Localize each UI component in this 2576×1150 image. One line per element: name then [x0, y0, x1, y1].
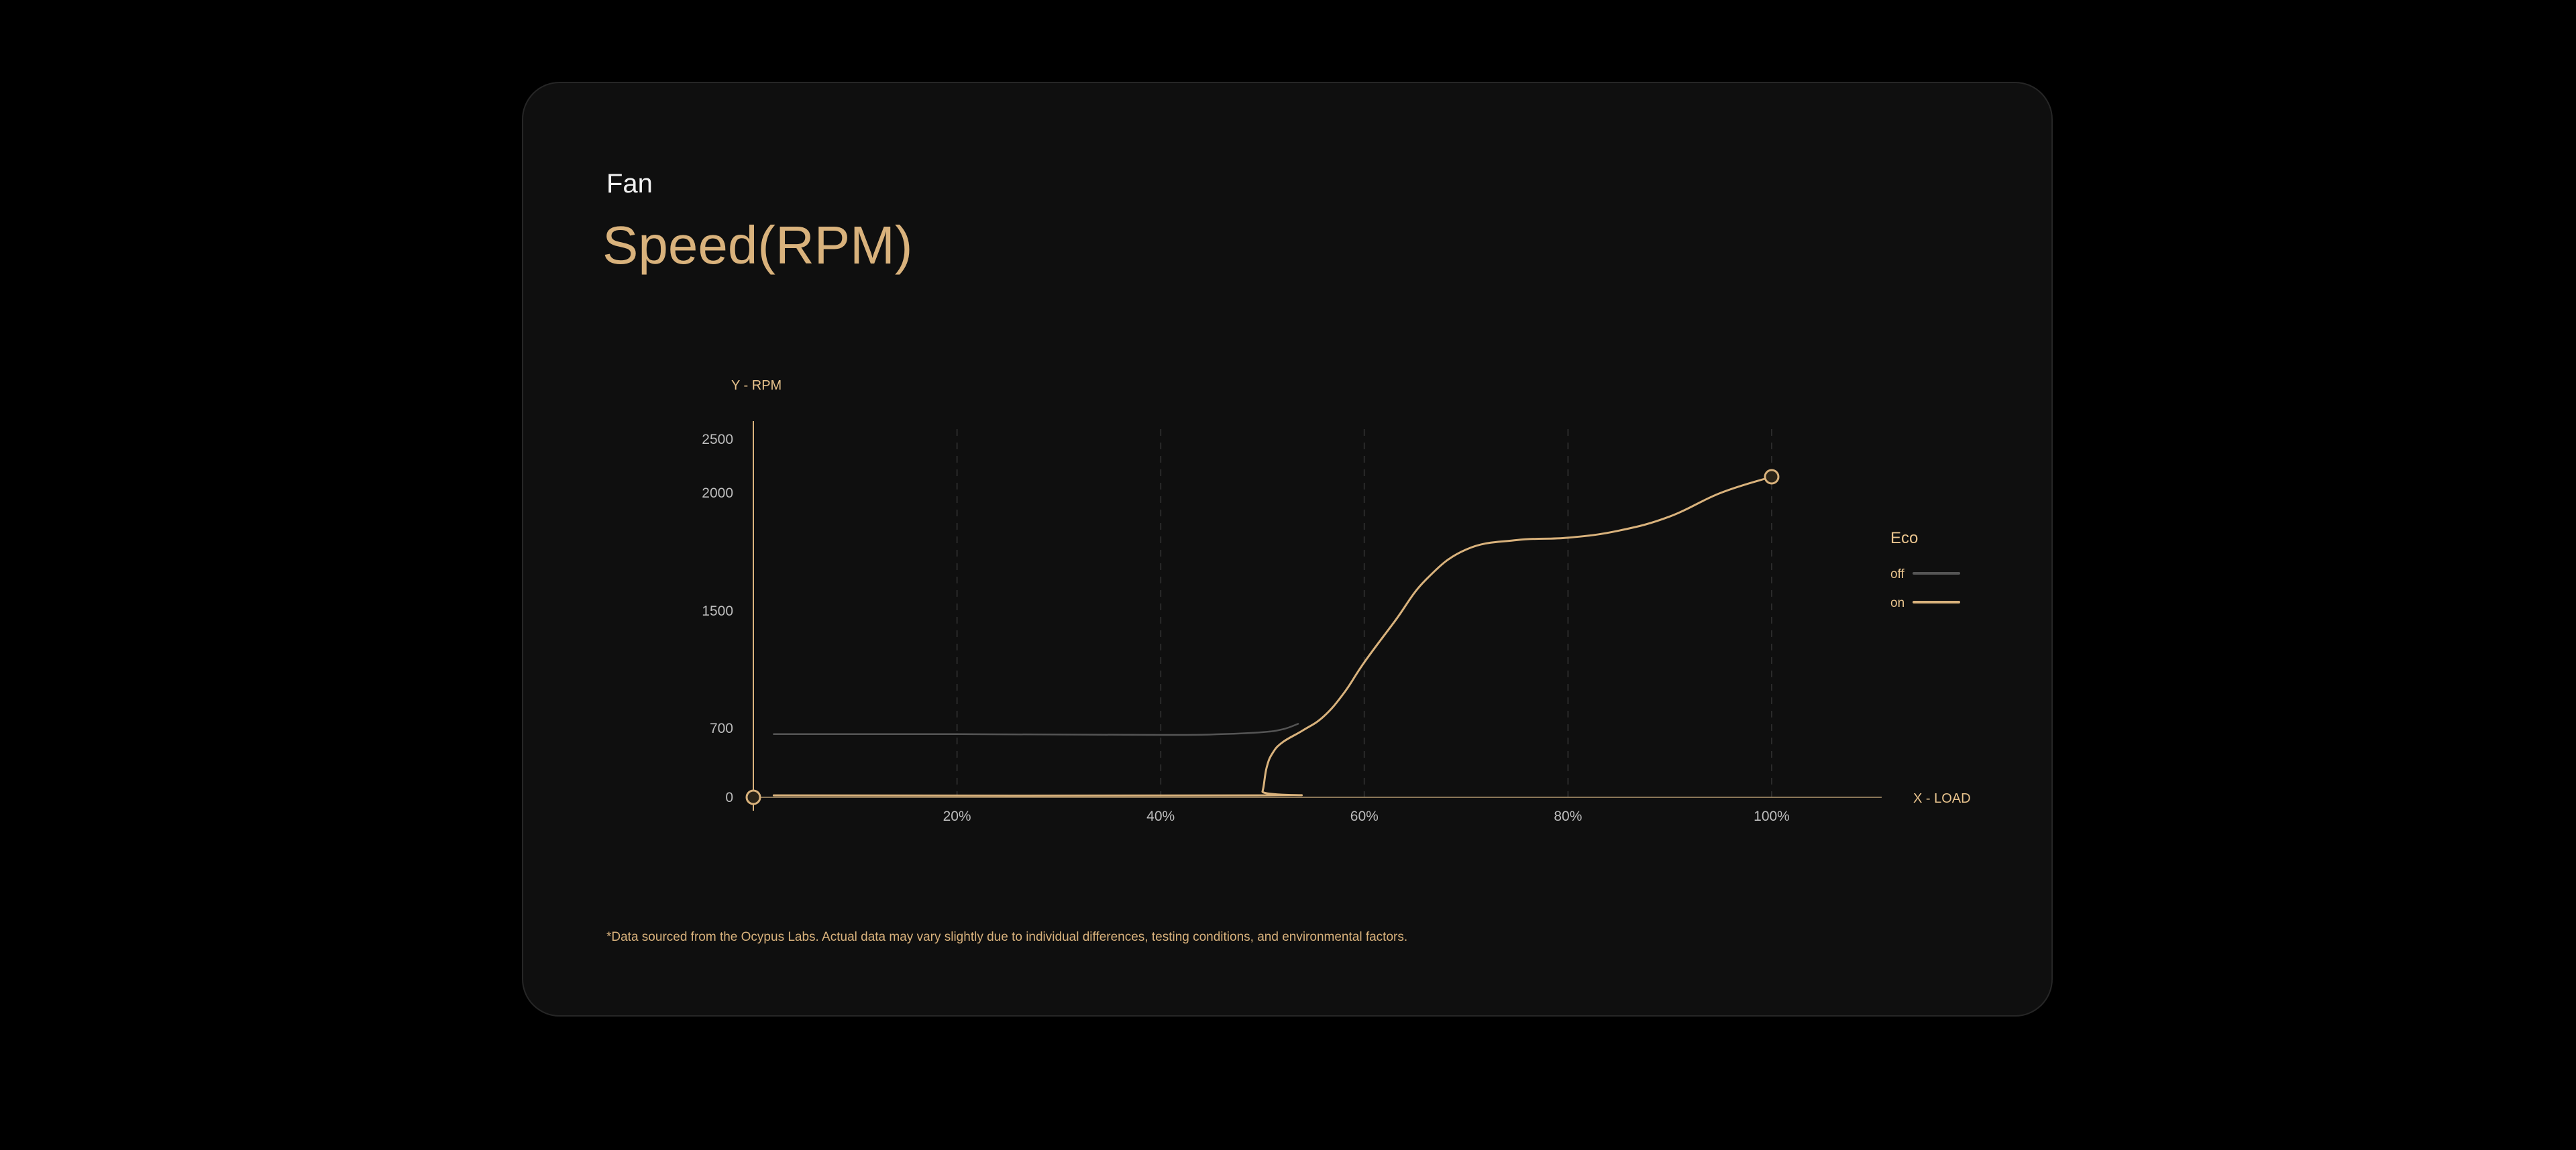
legend-label-off: off [1890, 567, 1905, 581]
chart-subtitle: Fan [606, 169, 653, 198]
chart-card [522, 82, 2053, 1017]
y-tick-label-3: 2000 [702, 485, 733, 501]
axes [753, 421, 1882, 811]
data-marker-1 [1764, 469, 1780, 485]
y-tick-label-4: 2500 [702, 432, 733, 447]
grid-lines [956, 429, 1772, 797]
x-tick-label-2: 60% [1350, 809, 1379, 824]
data-marker-0 [745, 789, 761, 805]
legend: Eco off on [1890, 529, 1960, 610]
x-tick-label-0: 20% [943, 809, 971, 824]
y-tick-label-2: 1500 [702, 603, 733, 619]
series-line-off [773, 723, 1299, 736]
data-markers [745, 469, 1780, 805]
series-lines [772, 475, 1773, 797]
x-tick-label-4: 100% [1754, 809, 1790, 824]
data-source-footnote: *Data sourced from the Ocypus Labs. Actu… [606, 930, 1408, 944]
series-line-on [772, 475, 1773, 797]
y-tick-label-1: 700 [710, 721, 733, 736]
x-tick-label-3: 80% [1554, 809, 1582, 824]
y-axis-title: Y - RPM [731, 378, 782, 393]
legend-label-on: on [1890, 596, 1904, 610]
y-tick-label-0: 0 [725, 790, 733, 805]
chart-title: Speed(RPM) [602, 215, 913, 275]
x-tick-labels: 20% 40% 60% 80% 100% [943, 809, 1790, 824]
y-tick-labels: 0 700 1500 2000 2500 [702, 432, 733, 805]
x-axis-title: X - LOAD [1913, 791, 1971, 806]
x-tick-label-1: 40% [1146, 809, 1175, 824]
legend-title: Eco [1890, 529, 1918, 547]
